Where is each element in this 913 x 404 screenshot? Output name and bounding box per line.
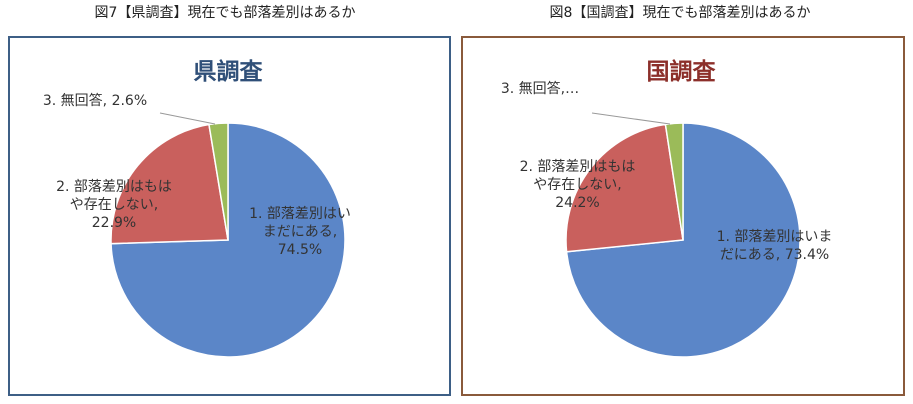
data-label: 2. 部落差別はもはや存在しない, 22.9% — [56, 179, 172, 231]
chart-title: 県調査 — [193, 59, 263, 85]
data-label: 3. 無回答, 2.6% — [42, 93, 148, 109]
pie-slice — [664, 122, 684, 241]
data-label: 1. 部落差別はいまだにある, 74.5% — [249, 206, 351, 258]
pie-slice — [565, 123, 684, 253]
data-label: 3. 無回答,… — [500, 81, 580, 97]
figure-caption: 図8【国調査】現在でも部落差別はあるか — [549, 5, 811, 21]
leader-line — [591, 112, 671, 125]
leader-line — [159, 112, 216, 125]
chart-title: 国調査 — [646, 59, 716, 85]
chart-frame — [461, 36, 905, 396]
pie-slice — [110, 123, 229, 245]
data-label: 2. 部落差別はもはや存在しない, 24.2% — [519, 159, 636, 211]
pie-slice — [208, 122, 229, 241]
chart-frame — [8, 36, 451, 396]
data-label: 1. 部落差別はいまだにある, 73.4% — [716, 229, 833, 263]
pie-slice — [110, 122, 346, 358]
figure-caption: 図7【県調査】現在でも部落差別はあるか — [94, 5, 356, 21]
